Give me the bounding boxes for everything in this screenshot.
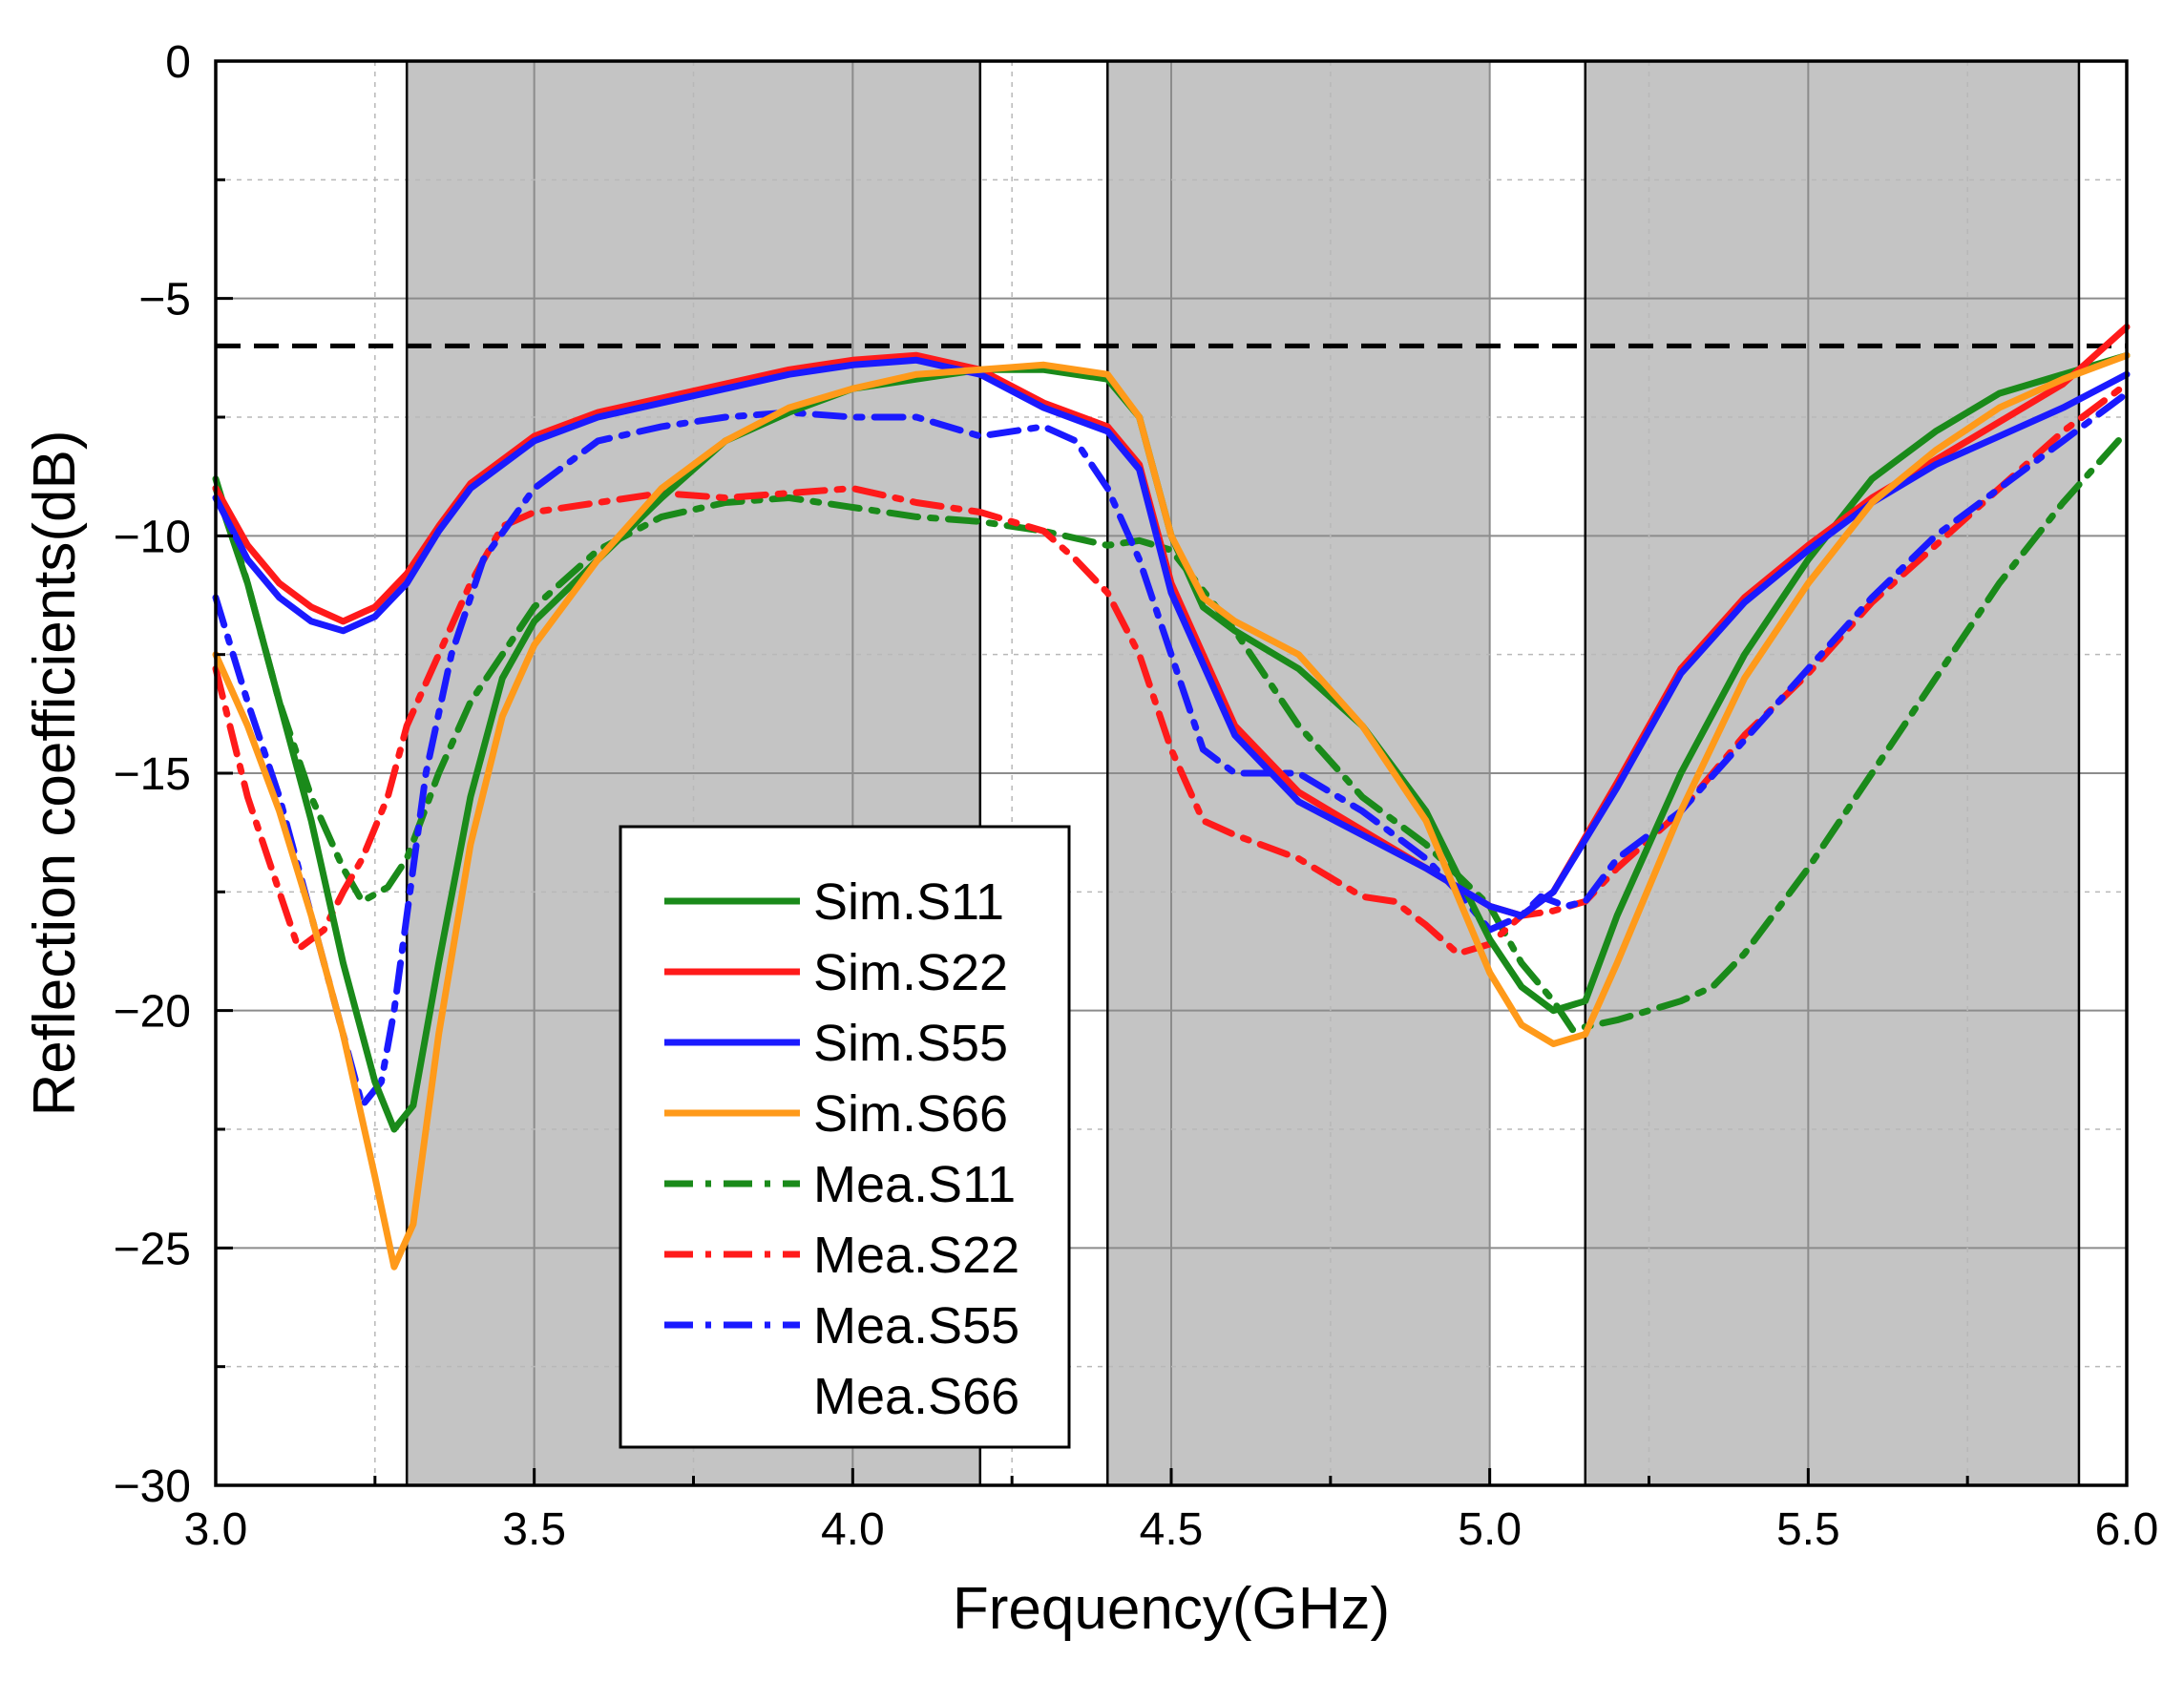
x-tick-label: 6.0 — [2095, 1504, 2159, 1555]
legend-label-mea-s11: Mea.S11 — [813, 1156, 1016, 1213]
y-tick-label: −25 — [114, 1224, 191, 1274]
series-line-sim-s66 — [212, 351, 2131, 1271]
series-line-sim-s55 — [212, 356, 2131, 919]
legend-label-mea-s55: Mea.S55 — [813, 1297, 1019, 1355]
y-tick-label: −20 — [114, 987, 191, 1038]
legend-label-sim-s55: Sim.S55 — [813, 1015, 1008, 1072]
x-tick-label: 5.0 — [1458, 1504, 1522, 1555]
x-tick-label: 3.0 — [184, 1504, 248, 1555]
x-axis-title: Frequency(GHz) — [953, 1576, 1390, 1642]
x-tick-label: 3.5 — [502, 1504, 566, 1555]
axis-ticks — [214, 59, 2129, 1487]
x-tick-label: 4.5 — [1140, 1504, 1204, 1555]
legend-box — [619, 825, 1071, 1449]
y-tick-label: −15 — [114, 749, 191, 800]
x-tick-label: 5.5 — [1776, 1504, 1840, 1555]
y-tick-label: 0 — [165, 37, 191, 88]
legend: Sim.S11 Sim.S22 Sim.S55 Sim.S66 Mea.S11 Mea.S… — [619, 825, 1071, 1449]
x-tick-label: 4.0 — [821, 1504, 885, 1555]
legend-label-mea-s66: Mea.S66 — [813, 1368, 1019, 1425]
y-tick-label: −5 — [138, 275, 191, 326]
series-line-mea-s11 — [212, 428, 2131, 1034]
legend-label-mea-s22: Mea.S22 — [813, 1227, 1019, 1284]
legend-label-sim-s66: Sim.S66 — [813, 1085, 1008, 1143]
y-tick-label: −30 — [114, 1461, 191, 1512]
tick-labels: 3.0 3.5 4.0 4.5 5.0 5.5 6.0 0 −5 −10 −15 −20 −25 −30 — [114, 37, 2159, 1555]
y-axis-title: Reflection coefficients(dB) — [22, 430, 88, 1116]
legend-label-sim-s22: Sim.S22 — [813, 944, 1008, 1001]
legend-label-sim-s11: Sim.S11 — [813, 873, 1004, 931]
y-tick-label: −10 — [114, 512, 191, 562]
series-lines — [212, 324, 2131, 1271]
series-line-sim-s22 — [212, 324, 2131, 919]
